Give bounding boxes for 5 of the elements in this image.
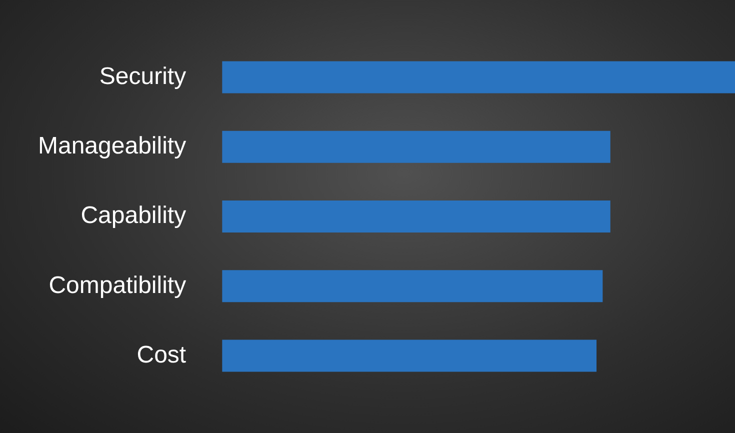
y-tick-label: Capability [80, 202, 186, 230]
y-tick-label: Manageability [38, 132, 186, 160]
y-tick-label: Compatibility [48, 272, 186, 299]
y-tick-label: Cost [136, 341, 186, 368]
y-tick-label: Security [99, 62, 186, 90]
